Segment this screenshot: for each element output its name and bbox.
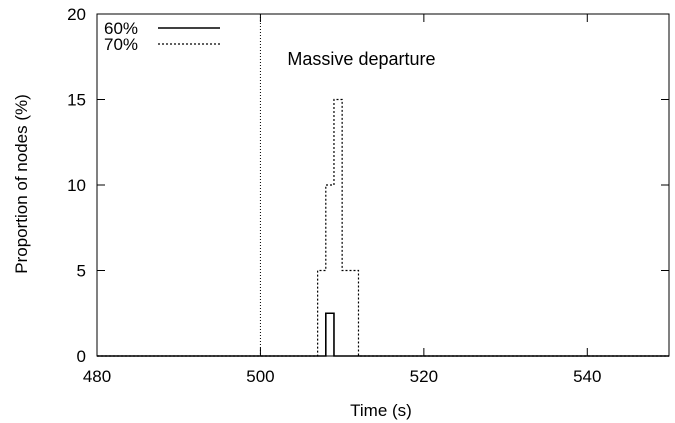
legend-label: 60% — [104, 19, 138, 38]
x-axis-label: Time (s) — [350, 401, 412, 420]
series-line-seventy — [97, 98, 669, 357]
departure-annotation: Massive departure — [287, 49, 435, 69]
x-tick-label: 540 — [573, 367, 601, 386]
legend-label: 70% — [104, 35, 138, 54]
legend: 60%70% — [104, 19, 220, 54]
y-tick-label: 10 — [67, 176, 86, 195]
x-tick-label: 500 — [246, 367, 274, 386]
x-tick-label: 520 — [410, 367, 438, 386]
x-tick-label: 480 — [83, 367, 111, 386]
y-axis-label: Proportion of nodes (%) — [12, 94, 31, 274]
y-tick-label: 0 — [77, 347, 86, 366]
y-tick-label: 5 — [77, 262, 86, 281]
y-tick-label: 15 — [67, 91, 86, 110]
series-line-sixty — [97, 312, 669, 357]
y-tick-label: 20 — [67, 5, 86, 24]
annotations: Massive departure — [259, 14, 436, 356]
ticks: 480 500 520 540 0 5 10 15 20 — [67, 5, 669, 386]
plot-area — [97, 98, 669, 357]
